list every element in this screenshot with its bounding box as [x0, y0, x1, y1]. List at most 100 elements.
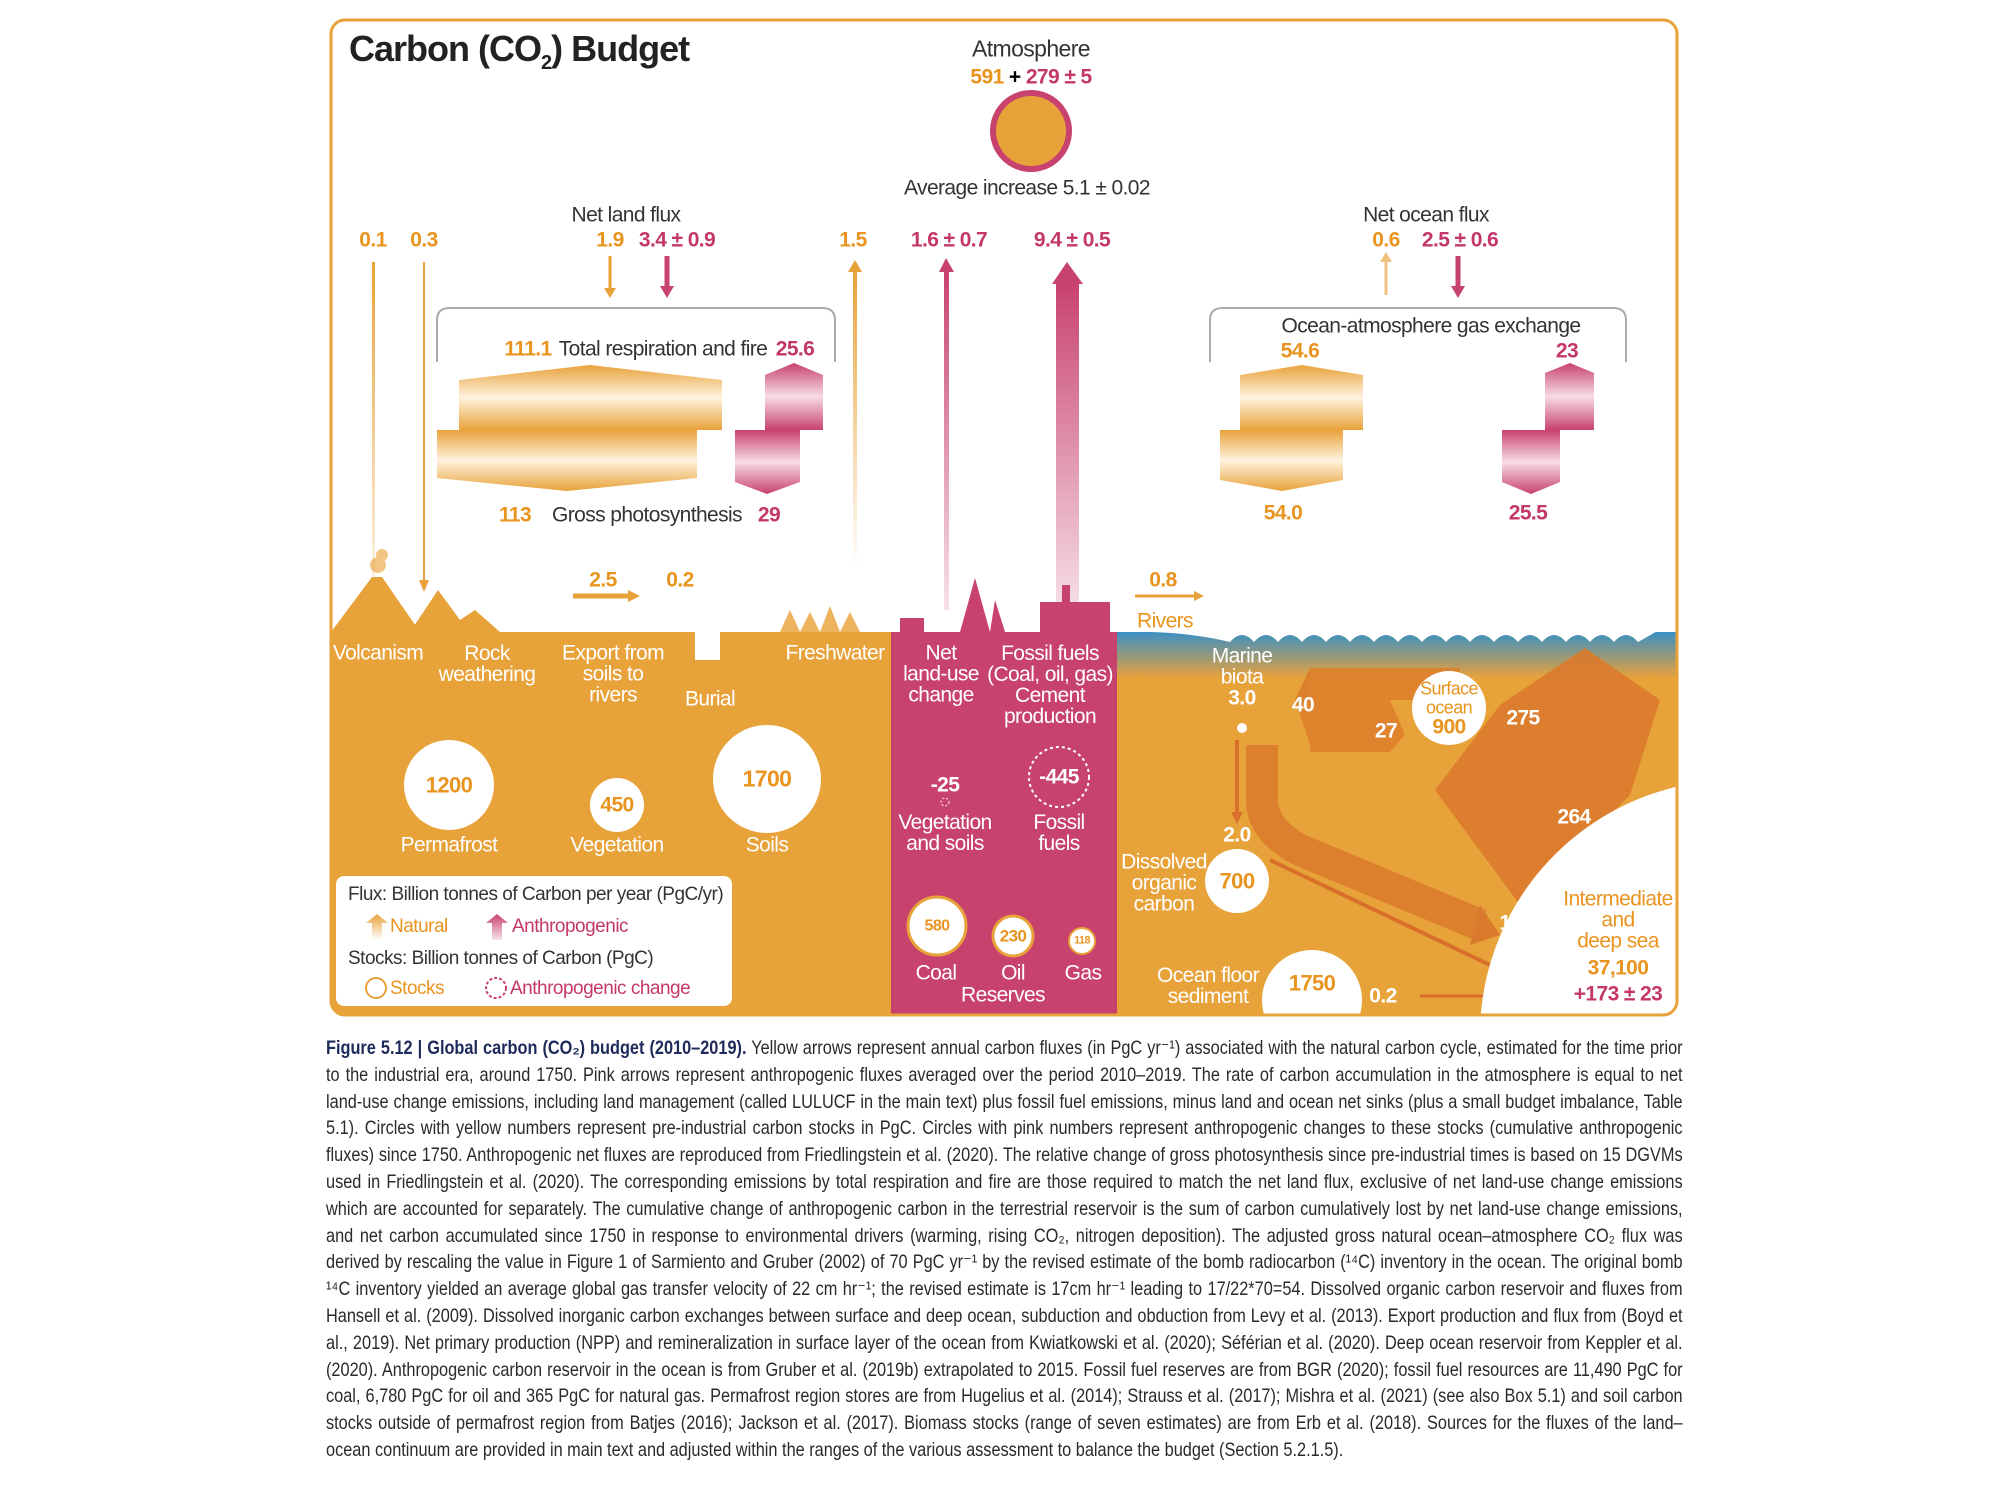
landuse-arrow [944, 270, 949, 610]
permafrost-label: Permafrost [400, 833, 498, 857]
landuse-label: Net land-use change [903, 641, 979, 707]
downwelling-flux: 264 [1557, 805, 1591, 829]
surface-ocean: Surface ocean 900 [1420, 678, 1478, 739]
vegetation-label: Vegetation [570, 833, 664, 857]
export-label: Export from soils to rivers [562, 641, 665, 707]
upwelling-flux: 275 [1506, 706, 1540, 730]
sediment-burial-flux: 0.2 [1369, 984, 1397, 1008]
photosynthesis-nat: 113 [498, 503, 532, 527]
legend-stocks: Stocks [390, 978, 445, 999]
atmosphere-increase: Average increase 5.1 ± 0.02 [904, 176, 1151, 200]
sediment-flux: 2.0 [1501, 963, 1529, 987]
stock-circle-icon [365, 977, 387, 999]
burial-flux: 0.2 [666, 568, 694, 592]
gas-exchange-label: Ocean-atmosphere gas exchange [1281, 314, 1582, 338]
npp-arrow-head [1295, 668, 1310, 744]
oil-value: 230 [999, 926, 1027, 946]
vegetation-soils-change-label: Vegetation and soils [898, 811, 992, 855]
volcanism-flux: 0.1 [359, 228, 387, 252]
anthropogenic-change-circle-icon [485, 977, 507, 999]
legend-anthropogenic: Anthropogenic [512, 916, 629, 937]
fossil-arrow [1056, 282, 1079, 615]
fossil-fuels-label: Fossil fuels (Coal, oil, gas) Cement produc… [987, 642, 1113, 728]
deep-sea-region [1480, 780, 1677, 1015]
gas-down-nat: 54.0 [1263, 501, 1303, 525]
remin-flux: 27 [1374, 719, 1398, 743]
figure-caption: Figure 5.12 | Global carbon (CO₂) budget… [326, 1036, 1683, 1465]
volcano-icon [331, 577, 420, 632]
net-ocean-anth-flux: 2.5 ± 0.6 [1421, 228, 1499, 252]
marine-biota-dot [1237, 723, 1247, 733]
coal-reserve-circle [906, 895, 968, 957]
landuse-flux: 1.6 ± 0.7 [910, 228, 988, 252]
net-land-anth-flux: 3.4 ± 0.9 [638, 228, 716, 252]
doc-value: 700 [1219, 868, 1256, 894]
fossil-change: -445 [1039, 765, 1079, 789]
soils-stock-circle [713, 725, 821, 833]
volcanism-arrow [372, 262, 375, 632]
mountain-icon [410, 590, 500, 632]
net-land-flux-label: Net land flux [571, 203, 682, 227]
atmosphere-label: Atmosphere [971, 35, 1091, 62]
caption-text: Yellow arrows represent annual carbon fl… [326, 1038, 1683, 1461]
deep-sea-label: Intermediate and deep sea [1563, 887, 1673, 953]
anth-photosynthesis-shape [735, 430, 800, 494]
deep-sea-value: 37,100 [1587, 956, 1649, 980]
oil-reserve-circle [991, 914, 1035, 958]
fossil-change-circle [1028, 746, 1090, 808]
net-land-nat-flux: 1.9 [596, 228, 624, 252]
photosynthesis-label: Gross photosynthesis [552, 503, 743, 527]
trees-icon [960, 578, 1005, 632]
deep-exchange-arrow [1435, 648, 1660, 905]
permafrost-value: 1200 [425, 772, 473, 798]
legend-natural: Natural [390, 916, 448, 937]
gas-up-anth: 23 [1555, 339, 1579, 363]
freshwater-grass [780, 606, 860, 632]
gas-label: Gas [1064, 961, 1102, 985]
fossil-flux: 9.4 ± 0.5 [1033, 228, 1111, 252]
net-ocean-nat-flux: 0.6 [1372, 228, 1400, 252]
rivers-flux: 0.8 [1149, 568, 1177, 592]
coal-value: 580 [924, 917, 951, 935]
respiration-anth: 25.6 [775, 337, 815, 361]
respiration-label: Total respiration and fire [558, 337, 768, 361]
diagram-frame [329, 18, 1679, 1017]
burial-label: Burial [684, 687, 736, 711]
permafrost-stock-circle [404, 740, 494, 830]
ocean-anth-down-shape [1502, 430, 1560, 494]
export-flux: 2.5 [589, 568, 617, 592]
rivers-label: Rivers [1137, 609, 1194, 633]
vegetation-stock-circle [590, 778, 644, 832]
soils-value: 1700 [742, 765, 792, 792]
freshwater-flux: 1.5 [839, 228, 867, 252]
soils-label: Soils [745, 833, 789, 857]
sediment-stock-circle [1262, 950, 1362, 1015]
ocean-down-shape [1220, 430, 1343, 491]
reserves-label: Reserves [961, 983, 1046, 1007]
sediment-flux-arrow [1269, 858, 1491, 967]
cow-icon [900, 618, 924, 632]
freshwater-arrow [853, 270, 857, 570]
respiration-shape [459, 365, 722, 430]
diagram-title: Carbon (CO2) Budget [349, 28, 690, 75]
caption-title: Figure 5.12 | Global carbon (CO₂) budget… [326, 1038, 747, 1059]
fossil-change-label: Fossil fuels [1033, 811, 1085, 855]
coal-label: Coal [915, 961, 957, 985]
photosynthesis-anth: 29 [757, 503, 781, 527]
ocean-up-shape [1240, 365, 1363, 430]
export-production-flux: 11.0 [1499, 911, 1537, 935]
doc-flux: 2.0 [1223, 823, 1251, 847]
volcanism-label: Volcanism [332, 641, 424, 665]
anth-respiration-shape [765, 363, 823, 430]
doc-label: Dissolved organic carbon [1121, 850, 1207, 916]
respiration-nat: 111.1 [504, 337, 552, 361]
surface-ocean-circle [1412, 671, 1486, 745]
ocean-anth-up-shape [1545, 363, 1594, 430]
doc-circle [1205, 849, 1269, 913]
photosynthesis-shape [437, 430, 697, 491]
rock-weathering-label: Rock weathering [438, 642, 536, 686]
oil-label: Oil [1001, 961, 1025, 985]
deep-sea-anth-change: +173 ± 23 [1573, 982, 1663, 1006]
vegetation-soils-change: -25 [930, 773, 960, 797]
